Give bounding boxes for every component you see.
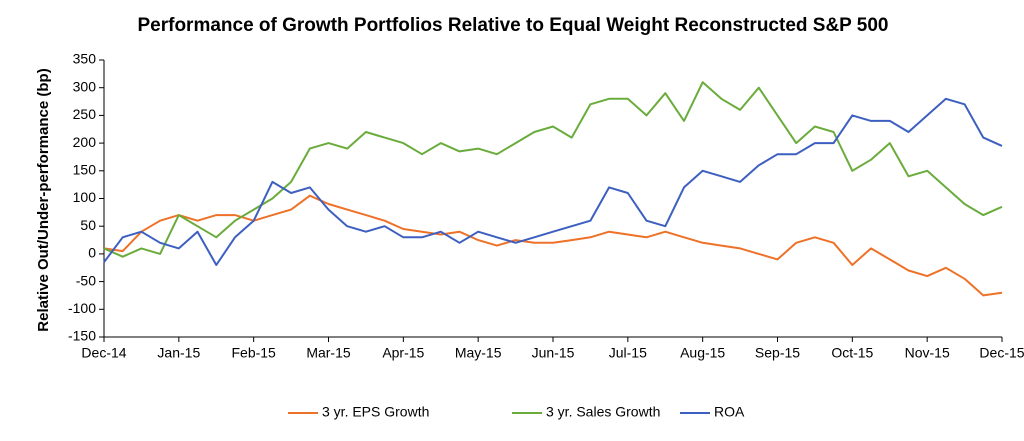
chart-title: Performance of Growth Portfolios Relativ… [137, 15, 889, 36]
x-tick-label: Dec-15 [979, 345, 1024, 361]
x-tick-label: Aug-15 [680, 345, 725, 361]
y-tick-label: 350 [73, 51, 97, 67]
series-line [103, 81, 1003, 258]
x-tick-label: Jan-15 [157, 345, 200, 361]
x-tick-label: Oct-15 [831, 345, 873, 361]
y-tick-label: 0 [88, 245, 96, 261]
y-tick-label: 150 [73, 162, 97, 178]
legend-label: 3 yr. EPS Growth [322, 404, 429, 420]
y-tick-label: -50 [76, 272, 96, 288]
x-tick-label: Feb-15 [231, 345, 276, 361]
y-tick-label: -100 [68, 300, 96, 316]
y-tick-label: 100 [73, 189, 97, 205]
y-tick-label: 250 [73, 106, 97, 122]
legend-label: ROA [714, 404, 745, 420]
x-tick-label: Mar-15 [306, 345, 351, 361]
y-axis-label: Relative Out/Under-performance (bp) [35, 68, 52, 331]
y-tick-label: 300 [73, 78, 97, 94]
y-tick-label: 200 [73, 134, 97, 150]
y-tick-label: -150 [68, 328, 96, 344]
x-tick-label: Apr-15 [382, 345, 424, 361]
y-tick-label: 50 [80, 217, 96, 233]
x-tick-label: Nov-15 [905, 345, 950, 361]
x-tick-label: Jun-15 [532, 345, 575, 361]
series-line [103, 194, 1003, 297]
series-line [103, 97, 1003, 266]
x-tick-label: Sep-15 [755, 345, 800, 361]
x-tick-label: Jul-15 [609, 345, 647, 361]
x-tick-label: Dec-14 [81, 345, 126, 361]
legend-label: 3 yr. Sales Growth [546, 404, 660, 420]
x-tick-label: May-15 [455, 345, 502, 361]
